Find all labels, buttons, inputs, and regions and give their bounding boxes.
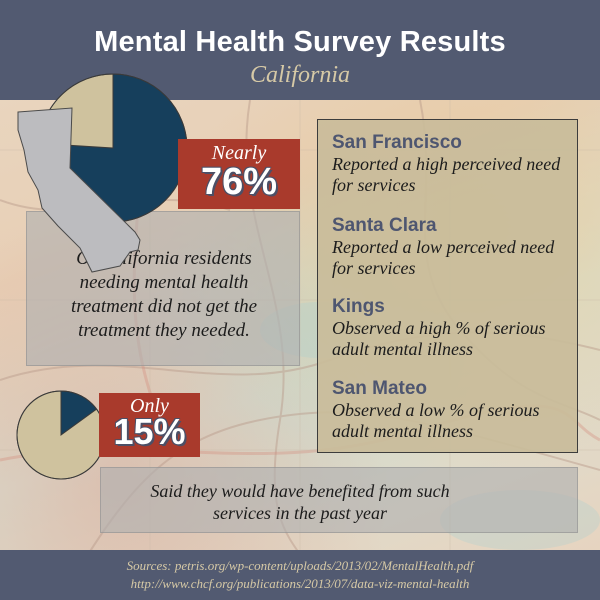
stat-1-percent: 76%	[200, 161, 278, 203]
county-item-kings: Kings Observed a high % of serious adult…	[332, 296, 572, 360]
header-banner: Mental Health Survey Results California	[0, 0, 600, 100]
stat-2-badge: Only 15%	[99, 393, 200, 457]
page-subtitle: California	[249, 62, 351, 88]
stat-2-panel	[100, 467, 578, 533]
stat-1-qualifier: Nearly	[211, 142, 267, 164]
stat-2-description: Said they would have benefited from such…	[150, 481, 450, 523]
stat-2-qualifier: Only	[130, 395, 169, 417]
source-line-1: Sources: petris.org/wp-content/uploads/2…	[126, 558, 474, 573]
page-title: Mental Health Survey Results	[94, 26, 506, 58]
sources-footer: Sources: petris.org/wp-content/uploads/2…	[0, 550, 600, 600]
county-name: Santa Clara	[332, 215, 437, 236]
county-item-san-mateo: San Mateo Observed a low % of serious ad…	[332, 378, 572, 442]
stat-1-badge: Nearly 76%	[178, 139, 300, 209]
county-item-santa-clara: Santa Clara Reported a low perceived nee…	[332, 215, 572, 279]
county-description: Observed a low % of serious adult mental…	[332, 400, 540, 441]
county-item-san-francisco: San Francisco Reported a high perceived …	[332, 132, 572, 196]
county-findings-panel: San Francisco Reported a high perceived …	[317, 119, 578, 453]
county-name: San Mateo	[332, 378, 428, 399]
county-description: Reported a high perceived need for servi…	[332, 154, 561, 195]
stat-2-percent: 15%	[113, 411, 186, 452]
county-name: San Francisco	[332, 132, 462, 153]
source-line-2: http://www.chcf.org/publications/2013/07…	[130, 576, 470, 591]
county-description: Observed a high % of serious adult menta…	[332, 318, 546, 359]
county-name: Kings	[332, 296, 385, 317]
county-description: Reported a low perceived need for servic…	[332, 237, 555, 278]
